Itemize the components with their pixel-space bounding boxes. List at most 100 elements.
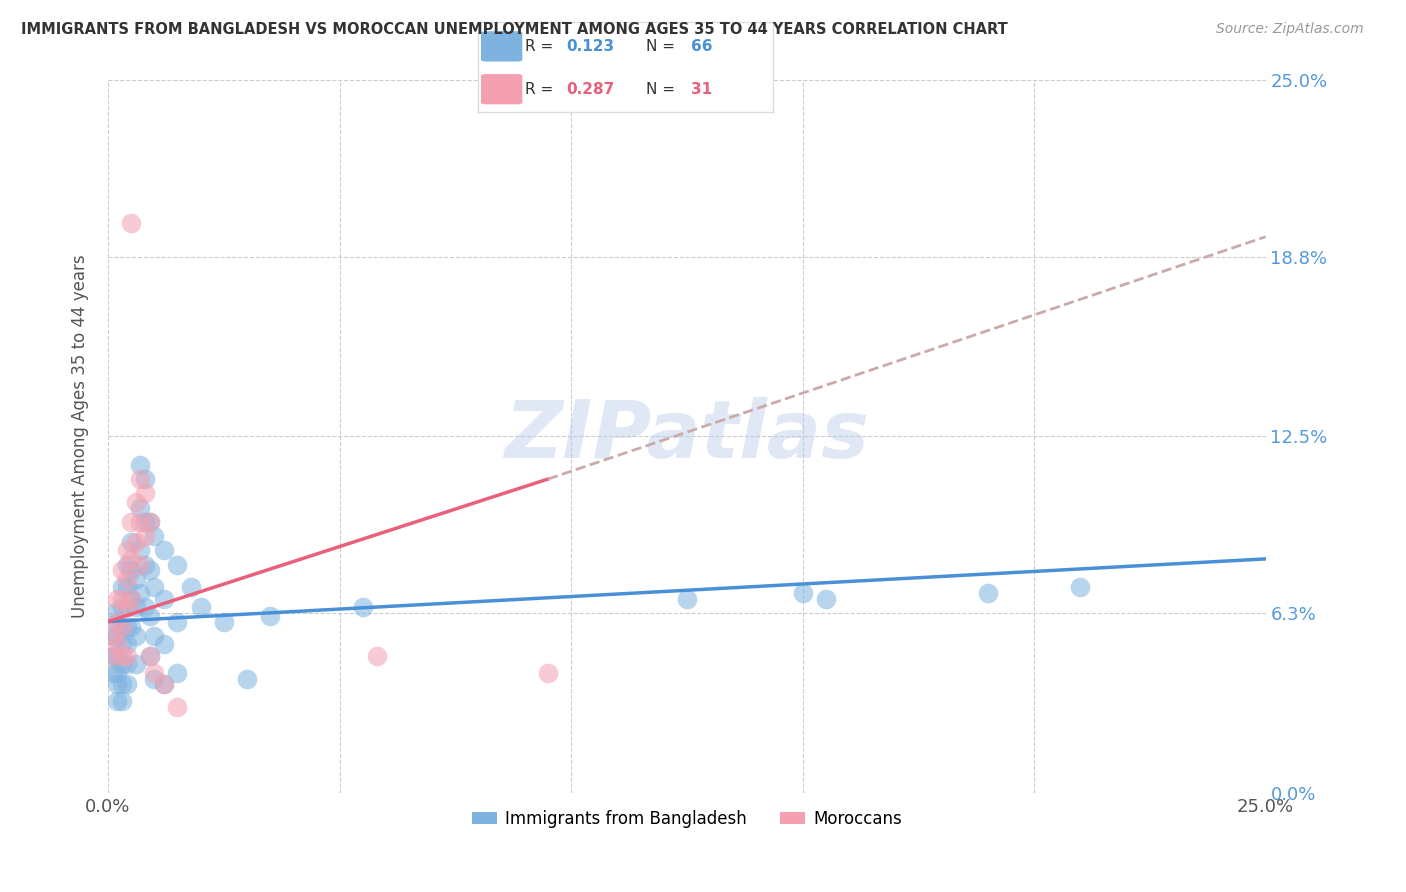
Point	[101, 648, 124, 663]
Point	[675, 591, 697, 606]
Y-axis label: Unemployment Among Ages 35 to 44 years: Unemployment Among Ages 35 to 44 years	[72, 254, 89, 618]
Point	[138, 563, 160, 577]
Point	[105, 648, 128, 663]
Point	[111, 677, 134, 691]
Point	[111, 620, 134, 634]
Point	[152, 637, 174, 651]
Point	[166, 558, 188, 572]
Point	[115, 620, 138, 634]
Text: 0.287: 0.287	[567, 82, 614, 96]
Point	[120, 515, 142, 529]
Point	[143, 672, 166, 686]
Point	[152, 543, 174, 558]
Text: 31: 31	[690, 82, 711, 96]
Point	[166, 700, 188, 714]
Point	[129, 558, 152, 572]
Point	[111, 637, 134, 651]
Point	[134, 486, 156, 500]
Point	[105, 694, 128, 708]
Point	[138, 608, 160, 623]
Point	[134, 600, 156, 615]
Point	[111, 563, 134, 577]
Point	[125, 657, 148, 672]
Point	[180, 581, 202, 595]
Point	[366, 648, 388, 663]
Point	[115, 657, 138, 672]
Point	[138, 515, 160, 529]
Point	[138, 648, 160, 663]
Point	[152, 677, 174, 691]
Point	[1069, 581, 1091, 595]
Point	[111, 694, 134, 708]
Point	[134, 515, 156, 529]
Point	[120, 591, 142, 606]
Point	[143, 629, 166, 643]
Point	[814, 591, 837, 606]
Point	[111, 581, 134, 595]
Point	[120, 215, 142, 229]
Point	[152, 677, 174, 691]
Point	[125, 572, 148, 586]
Point	[190, 600, 212, 615]
Point	[115, 600, 138, 615]
Point	[129, 500, 152, 515]
Point	[115, 572, 138, 586]
Point	[977, 586, 1000, 600]
Point	[129, 515, 152, 529]
Point	[105, 665, 128, 680]
Point	[115, 558, 138, 572]
Point	[120, 591, 142, 606]
Point	[115, 637, 138, 651]
Point	[115, 648, 138, 663]
Point	[129, 472, 152, 486]
Point	[792, 586, 814, 600]
Text: ZIPatlas: ZIPatlas	[505, 397, 869, 475]
Point	[101, 629, 124, 643]
Point	[125, 600, 148, 615]
Point	[111, 657, 134, 672]
Text: N =: N =	[647, 39, 681, 54]
Point	[134, 558, 156, 572]
Point	[101, 629, 124, 643]
Point	[212, 615, 235, 629]
Point	[120, 552, 142, 566]
FancyBboxPatch shape	[481, 31, 523, 62]
Point	[105, 677, 128, 691]
Point	[129, 543, 152, 558]
Point	[236, 672, 259, 686]
Point	[129, 458, 152, 472]
Point	[143, 665, 166, 680]
Text: IMMIGRANTS FROM BANGLADESH VS MOROCCAN UNEMPLOYMENT AMONG AGES 35 TO 44 YEARS CO: IMMIGRANTS FROM BANGLADESH VS MOROCCAN U…	[21, 22, 1008, 37]
Point	[138, 648, 160, 663]
Point	[166, 665, 188, 680]
Point	[120, 563, 142, 577]
Point	[111, 620, 134, 634]
Point	[129, 586, 152, 600]
Point	[120, 620, 142, 634]
Legend: Immigrants from Bangladesh, Moroccans: Immigrants from Bangladesh, Moroccans	[465, 803, 908, 834]
Point	[115, 600, 138, 615]
Point	[111, 591, 134, 606]
Point	[143, 581, 166, 595]
Point	[352, 600, 374, 615]
Point	[101, 665, 124, 680]
Point	[120, 534, 142, 549]
Point	[152, 591, 174, 606]
Point	[537, 665, 560, 680]
Point	[259, 608, 281, 623]
Point	[115, 581, 138, 595]
Point	[105, 629, 128, 643]
Point	[138, 515, 160, 529]
Point	[166, 615, 188, 629]
Point	[125, 534, 148, 549]
Point	[125, 495, 148, 509]
Point	[111, 648, 134, 663]
Point	[105, 637, 128, 651]
FancyBboxPatch shape	[481, 74, 523, 104]
Text: R =: R =	[526, 39, 558, 54]
Point	[111, 600, 134, 615]
Point	[115, 543, 138, 558]
Text: 0.123: 0.123	[567, 39, 614, 54]
Point	[115, 677, 138, 691]
Point	[143, 529, 166, 543]
